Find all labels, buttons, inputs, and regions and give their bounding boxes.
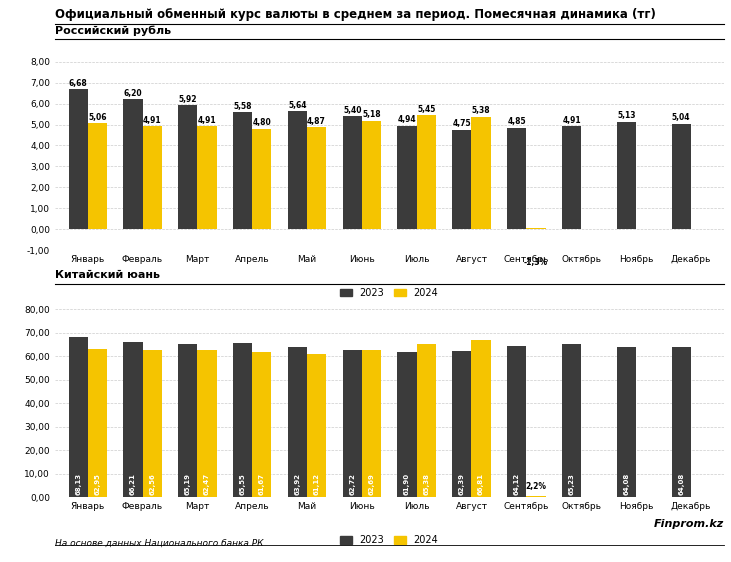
Bar (672, 347, 691, 497)
Text: 62,39: 62,39 (459, 473, 465, 495)
Bar (507, 128, 526, 229)
Text: 4,94: 4,94 (398, 115, 417, 124)
Bar (362, 121, 381, 229)
Bar (197, 126, 216, 229)
Text: 64,08: 64,08 (624, 472, 629, 495)
Bar (88, 349, 107, 497)
Bar (562, 344, 581, 497)
Text: 66,81: 66,81 (478, 473, 484, 495)
Text: 5,06: 5,06 (88, 113, 107, 122)
Text: 5,64: 5,64 (288, 101, 307, 110)
Bar (178, 344, 197, 497)
Bar (617, 122, 636, 229)
Text: 5,40: 5,40 (343, 106, 362, 115)
Bar (471, 340, 491, 497)
Text: На основе данных Национального банка РК: На основе данных Национального банка РК (55, 539, 263, 548)
Text: 4,91: 4,91 (562, 116, 581, 125)
Text: 64,12: 64,12 (514, 473, 520, 495)
Text: 62,56: 62,56 (149, 473, 155, 495)
Text: 4,91: 4,91 (197, 116, 216, 125)
Text: 62,95: 62,95 (94, 473, 100, 495)
Text: 4,75: 4,75 (452, 119, 471, 128)
Bar (288, 347, 307, 497)
Text: 66,21: 66,21 (130, 473, 136, 495)
Bar (307, 353, 326, 497)
Bar (124, 342, 143, 497)
Text: 68,13: 68,13 (75, 473, 81, 495)
Text: 62,69: 62,69 (368, 473, 374, 495)
Bar (452, 130, 471, 229)
Bar (343, 350, 362, 497)
Text: Китайский юань: Китайский юань (55, 270, 160, 280)
Text: Официальный обменный курс валюты в среднем за период. Помесячная динамика (тг): Официальный обменный курс валюты в средн… (55, 8, 656, 21)
Text: 65,19: 65,19 (185, 473, 191, 495)
Text: 5,04: 5,04 (672, 114, 691, 123)
Text: 5,18: 5,18 (362, 110, 381, 119)
Bar (288, 111, 307, 229)
Bar (417, 115, 436, 229)
Bar (143, 126, 162, 229)
Text: 65,23: 65,23 (569, 473, 575, 495)
Text: -1,3%: -1,3% (524, 258, 548, 267)
Legend: 2023, 2024: 2023, 2024 (340, 288, 439, 298)
Text: 65,38: 65,38 (423, 473, 429, 495)
Text: 6,20: 6,20 (124, 89, 143, 98)
Bar (672, 124, 691, 229)
Text: 4,87: 4,87 (307, 117, 326, 126)
Bar (178, 105, 197, 229)
Text: 6,68: 6,68 (69, 79, 88, 88)
Text: 4,85: 4,85 (507, 117, 526, 126)
Bar (452, 351, 471, 497)
Text: 61,67: 61,67 (259, 473, 265, 495)
Text: 5,38: 5,38 (471, 106, 491, 115)
Bar (88, 123, 107, 229)
Text: 62,47: 62,47 (204, 473, 210, 495)
Text: 62,72: 62,72 (349, 473, 355, 495)
Text: 61,12: 61,12 (314, 473, 319, 495)
Bar (343, 116, 362, 229)
Text: 2,2%: 2,2% (526, 482, 546, 491)
Bar (417, 343, 436, 497)
Bar (143, 350, 162, 497)
Text: 64,08: 64,08 (678, 472, 684, 495)
Bar (233, 112, 252, 229)
Text: 4,80: 4,80 (252, 118, 271, 128)
Bar (69, 89, 88, 229)
Text: 5,13: 5,13 (617, 111, 636, 120)
Bar (362, 350, 381, 497)
Bar (307, 128, 326, 229)
Text: Российский рубль: Российский рубль (55, 25, 171, 36)
Bar (617, 347, 636, 497)
Bar (526, 496, 545, 497)
Text: 4,91: 4,91 (143, 116, 162, 125)
Bar (124, 99, 143, 229)
Bar (252, 352, 271, 497)
Text: 5,58: 5,58 (233, 102, 252, 111)
Text: 5,45: 5,45 (417, 105, 436, 114)
Bar (507, 346, 526, 497)
Legend: 2023, 2024: 2023, 2024 (340, 535, 439, 545)
Text: 65,55: 65,55 (240, 473, 246, 495)
Bar (398, 352, 417, 497)
Bar (233, 343, 252, 497)
Text: 61,90: 61,90 (404, 473, 410, 495)
Bar (471, 117, 491, 229)
Bar (526, 228, 545, 229)
Bar (69, 337, 88, 497)
Bar (197, 350, 216, 497)
Bar (252, 129, 271, 229)
Bar (562, 126, 581, 229)
Text: Finprom.kz: Finprom.kz (654, 519, 724, 529)
Text: 63,92: 63,92 (295, 473, 300, 495)
Bar (398, 126, 417, 229)
Text: 5,92: 5,92 (178, 95, 197, 104)
